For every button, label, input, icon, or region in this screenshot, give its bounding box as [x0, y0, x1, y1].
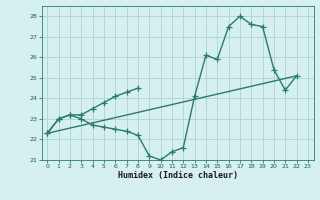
X-axis label: Humidex (Indice chaleur): Humidex (Indice chaleur): [118, 171, 237, 180]
